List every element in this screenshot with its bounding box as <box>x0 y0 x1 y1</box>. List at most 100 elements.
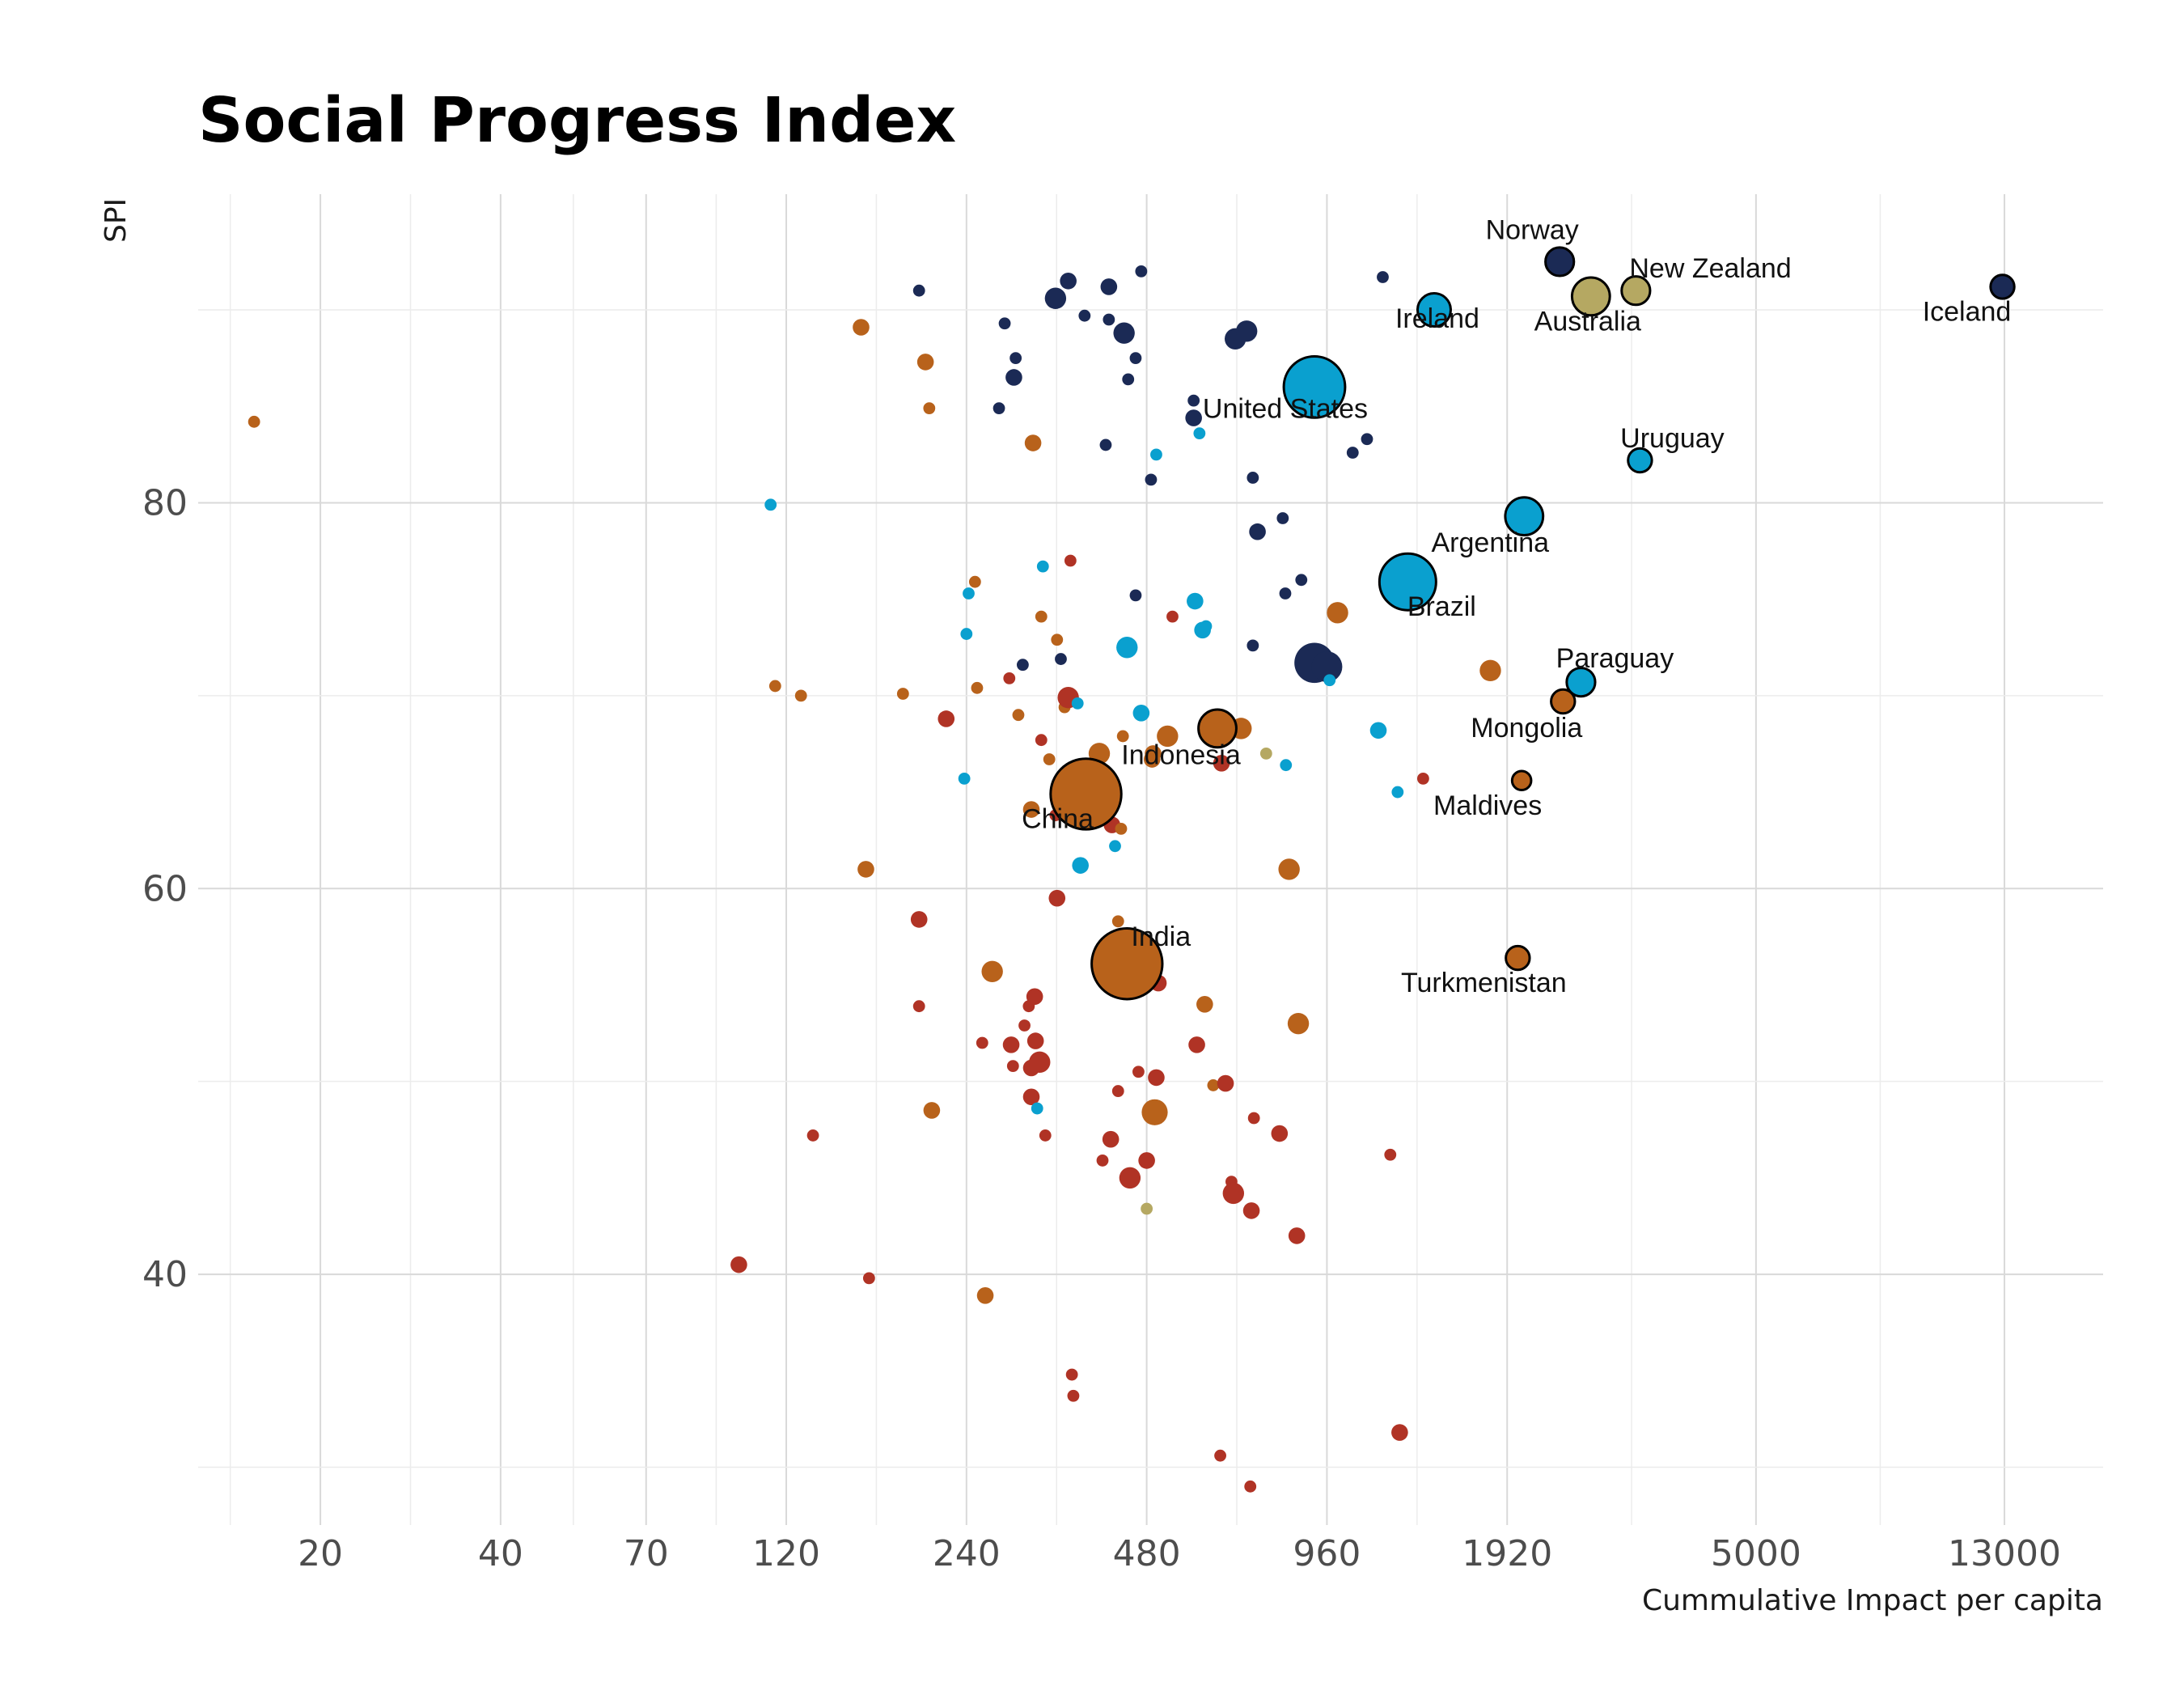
data-point <box>1029 1051 1051 1074</box>
data-point <box>1026 988 1043 1006</box>
data-point <box>1006 1060 1019 1072</box>
chart-title: Social Progress Index <box>198 85 957 157</box>
country-label: Maldives <box>1433 790 1542 821</box>
data-point <box>1416 772 1429 785</box>
data-point <box>1116 637 1138 659</box>
country-label: Ireland <box>1395 303 1479 334</box>
data-point <box>1035 734 1048 747</box>
data-point <box>1116 730 1129 743</box>
country-label: Iceland <box>1923 296 2012 327</box>
data-point <box>1287 1012 1310 1035</box>
x-tick-label: 480 <box>1113 1533 1181 1574</box>
data-point <box>1187 394 1200 407</box>
data-point <box>910 911 928 928</box>
data-point <box>1384 1148 1397 1161</box>
highlighted-point <box>1378 552 1437 612</box>
data-point <box>1311 651 1343 683</box>
data-point <box>1018 1019 1031 1032</box>
data-point <box>1009 352 1022 365</box>
data-point <box>1072 857 1089 874</box>
data-point <box>896 688 909 700</box>
data-point <box>730 1256 747 1273</box>
data-point <box>1100 278 1118 295</box>
data-point <box>1039 1129 1052 1142</box>
data-point <box>1278 858 1300 880</box>
x-tick-label: 960 <box>1293 1533 1361 1574</box>
highlighted-point <box>1550 688 1577 715</box>
data-point <box>1132 705 1150 722</box>
data-point <box>1157 725 1179 748</box>
data-point <box>1024 434 1042 451</box>
data-point <box>1247 1112 1260 1125</box>
data-point <box>1051 633 1064 646</box>
x-tick-label: 40 <box>478 1533 523 1574</box>
data-point <box>1279 587 1292 600</box>
data-point <box>1067 1389 1080 1402</box>
data-point <box>1055 653 1067 665</box>
country-label: Uruguay <box>1620 423 1725 454</box>
data-point <box>1346 447 1359 459</box>
data-point <box>1064 554 1077 567</box>
data-point <box>1377 271 1389 283</box>
data-point <box>764 498 777 511</box>
data-points <box>248 246 2016 1493</box>
highlighted-point <box>1620 275 1652 307</box>
country-label: China <box>1022 803 1094 834</box>
grid-lines <box>198 194 2103 1525</box>
data-point <box>1022 1088 1040 1106</box>
data-point <box>916 354 934 371</box>
data-point <box>912 1000 925 1013</box>
data-point <box>960 628 973 640</box>
x-tick-label: 120 <box>752 1533 820 1574</box>
highlighted-point <box>1282 355 1347 419</box>
data-point <box>1214 1449 1226 1462</box>
country-label: Brazil <box>1407 591 1476 622</box>
data-point <box>1129 352 1142 365</box>
data-point <box>862 1272 875 1285</box>
data-point <box>1035 610 1048 623</box>
highlighted-point <box>1049 757 1123 831</box>
data-point <box>1135 265 1148 278</box>
data-point <box>1141 1202 1153 1215</box>
data-point <box>1002 1036 1020 1053</box>
data-point <box>1132 1066 1145 1078</box>
data-point <box>1031 1102 1043 1115</box>
data-point <box>1129 589 1142 602</box>
country-label: United States <box>1203 393 1368 424</box>
data-point <box>1005 369 1022 386</box>
data-point <box>1115 822 1128 835</box>
data-point <box>1327 602 1348 624</box>
data-point <box>1246 639 1259 652</box>
data-point <box>1145 745 1162 762</box>
data-point <box>971 681 984 694</box>
data-point <box>1391 786 1404 799</box>
highlighted-point <box>1627 447 1653 474</box>
data-point <box>1295 574 1308 587</box>
data-point <box>938 710 955 727</box>
data-point <box>1217 1074 1234 1092</box>
data-point <box>1113 322 1135 344</box>
data-point <box>1145 473 1158 486</box>
data-point <box>1187 592 1204 610</box>
highlighted-point <box>1416 292 1452 328</box>
data-point <box>912 284 925 297</box>
data-point <box>1096 1155 1109 1167</box>
data-point <box>1196 996 1213 1013</box>
data-point <box>1099 439 1112 451</box>
data-point <box>1109 840 1121 853</box>
data-point <box>794 689 807 702</box>
data-point <box>1249 523 1266 540</box>
y-tick-label: 80 <box>142 482 188 523</box>
data-point <box>958 772 971 785</box>
data-point <box>1065 1368 1078 1381</box>
data-point <box>1361 433 1373 446</box>
data-point <box>1103 313 1115 326</box>
data-point <box>1003 672 1016 684</box>
highlighted-point <box>1505 944 1531 972</box>
country-label: Paraguay <box>1556 643 1674 674</box>
data-point <box>857 861 874 878</box>
country-label: Turkmenistan <box>1401 968 1567 998</box>
country-label: India <box>1131 922 1191 952</box>
x-tick-label: 13000 <box>1948 1533 2061 1574</box>
